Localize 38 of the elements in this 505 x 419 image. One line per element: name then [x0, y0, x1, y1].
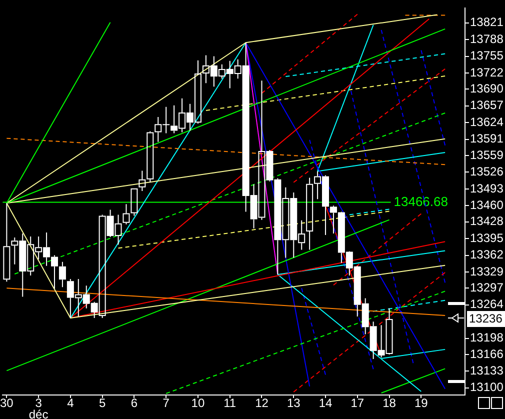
y-tick-label: 13821 — [470, 15, 504, 30]
x-tick-label: 12 — [255, 396, 269, 410]
x-tick-label: 7 — [162, 396, 170, 410]
x-tick-label: 6 — [130, 396, 138, 410]
y-tick-label: 13329 — [470, 264, 504, 278]
x-tick-label: 4 — [67, 396, 74, 410]
y-tick-label: 13133 — [470, 364, 504, 378]
y-tick-label: 13493 — [470, 181, 504, 196]
y-tick-label: 13690 — [470, 82, 504, 96]
x-tick-label: 13 — [286, 396, 301, 410]
y-tick-label: 13624 — [470, 114, 504, 129]
y-tick-label: 13755 — [470, 48, 504, 63]
y-tick-label: 13460 — [470, 198, 504, 212]
y-tick-label: 13722 — [470, 65, 504, 80]
y-tick-label: 13788 — [470, 32, 504, 46]
y-tick-label: 13395 — [470, 230, 504, 245]
x-tick-label: 11 — [224, 396, 236, 410]
y-tick-label: 13591 — [470, 132, 504, 146]
x-tick-label: 5 — [98, 396, 106, 410]
x-tick-label: 18 — [382, 396, 396, 410]
x-tick-label: 17 — [350, 396, 364, 410]
annotation: 13236 — [469, 311, 503, 326]
x-tick-label: 3 déc — [28, 396, 48, 419]
y-tick-label: 13100 — [470, 380, 504, 394]
x-tick-label: 30 — [0, 396, 14, 410]
y-tick-label: 13264 — [470, 297, 504, 312]
x-tick-label: 19 — [414, 396, 428, 410]
x-tick-label: 14 — [318, 396, 333, 410]
y-tick-label: 13428 — [470, 214, 504, 228]
y-tick-label: 13166 — [470, 346, 504, 361]
y-tick-label: 13198 — [470, 330, 504, 345]
y-tick-label: 13362 — [470, 248, 504, 262]
y-tick-label: 13297 — [470, 280, 504, 294]
y-tick-label: 13526 — [470, 164, 504, 179]
x-tick-label: 10 — [191, 396, 205, 410]
y-tick-label: 13559 — [470, 148, 504, 162]
ref-line-label: 13466.68 — [394, 194, 448, 209]
y-tick-label: 13657 — [470, 98, 504, 112]
